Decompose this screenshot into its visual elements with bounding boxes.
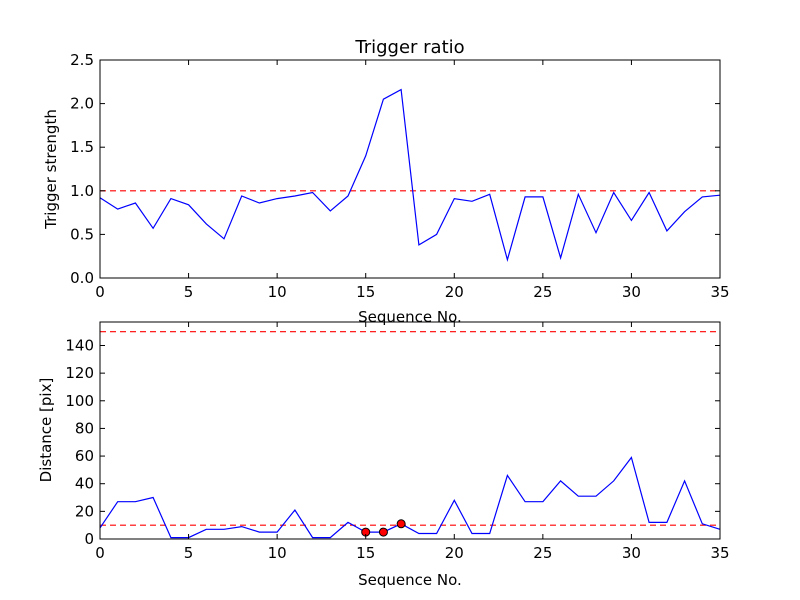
series-line [99,456,721,539]
y-tick-label: 1.0 [70,182,94,200]
y-tick-label: 0.5 [70,225,94,243]
x-tick-label: 25 [533,544,552,562]
x-tick-label: 10 [268,283,287,301]
x-tick-label: 25 [533,283,552,301]
x-axis-label: Sequence No. [358,308,462,326]
y-tick-label: 140 [65,336,94,354]
x-tick-label: 20 [445,283,464,301]
axes-frame [99,59,721,279]
x-tick-label: 35 [710,544,729,562]
plot-area-top: 0 5 10 15 20 25 30 35 0.0 0.5 1.0 1.5 2.0 2.5 [70,51,729,301]
y-tick-label: 0 [84,530,94,548]
y-tick-label: 40 [75,475,94,493]
y-tick-label: 1.5 [70,138,94,156]
y-tick-label: 100 [65,392,94,410]
x-tick-label: 10 [268,544,287,562]
y-tick-label: 20 [75,502,94,520]
x-tick-label: 5 [184,544,194,562]
y-tick-label: 120 [65,364,94,382]
x-tick-label: 20 [445,544,464,562]
y-tick-label: 2.0 [70,95,94,113]
x-tick-label: 35 [710,283,729,301]
chart-title: Trigger ratio [354,37,464,58]
x-tick-label: 15 [356,283,375,301]
plot-area-bottom: 0 5 10 15 20 25 30 35 0 20 40 60 80 100 120 140 [65,321,730,562]
series-line [99,88,721,262]
y-tick-label: 60 [75,447,94,465]
data-marker [396,519,406,529]
y-axis-label: Distance [pix] [37,378,55,483]
y-tick-label: 80 [75,419,94,437]
y-axis-label: Trigger strength [42,109,60,230]
x-tick-label: 5 [184,283,194,301]
chart-trigger-ratio: Trigger ratio 0 5 10 15 20 25 30 35 0.0 0.5 1.0 1.5… [42,37,730,326]
chart-distance: 0 5 10 15 20 25 30 35 0 20 40 60 80 100 120 140 Sequenc… [37,321,730,589]
x-tick-label: 30 [622,544,641,562]
y-tick-label: 0.0 [70,269,94,287]
x-tick-label: 0 [95,544,105,562]
axes-frame [99,321,721,540]
data-marker [378,527,388,537]
y-tick-label: 2.5 [70,51,94,69]
x-axis-label: Sequence No. [358,571,462,589]
x-tick-label: 0 [95,283,105,301]
x-tick-label: 15 [356,544,375,562]
x-tick-label: 30 [622,283,641,301]
